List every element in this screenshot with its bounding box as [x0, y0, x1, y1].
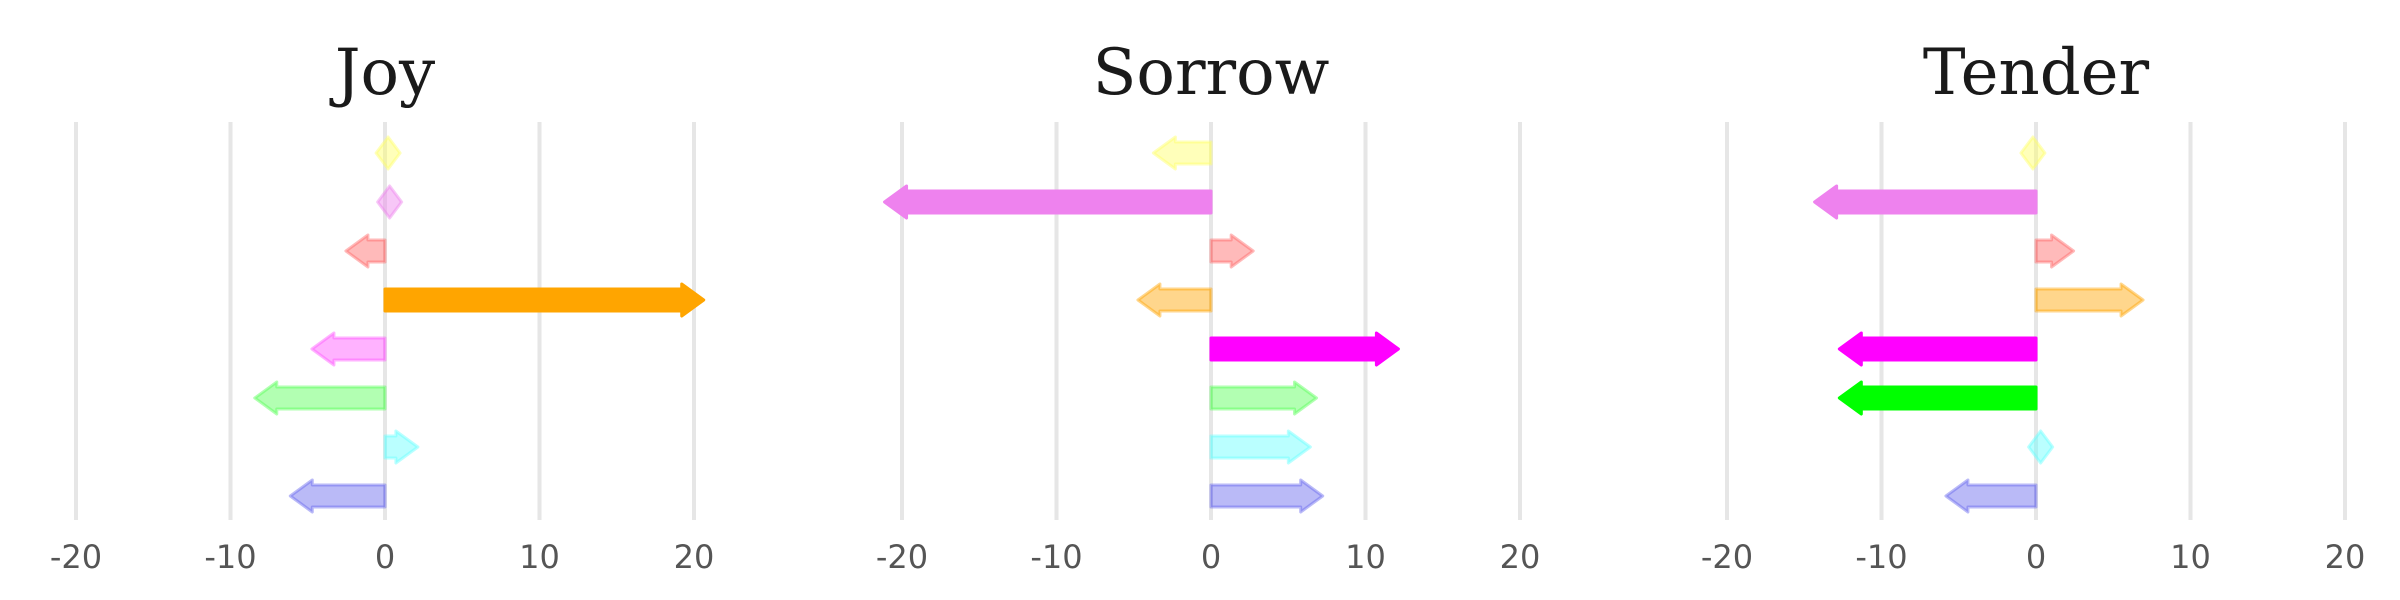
x-tick-label: -10	[1855, 538, 1907, 576]
arrow-bar	[310, 331, 387, 367]
arrow-bar	[2019, 135, 2047, 171]
x-tick-label: 20	[2325, 538, 2366, 576]
arrow-bar	[1151, 135, 1213, 171]
x-tick-label: -20	[1701, 538, 1753, 576]
arrow-bar	[883, 184, 1213, 220]
arrow-bar	[1813, 184, 2038, 220]
x-tick-label: 0	[1201, 538, 1221, 576]
arrow-bar	[383, 429, 420, 465]
arrow-bar	[1209, 331, 1400, 367]
arrow-bar	[288, 478, 387, 514]
arrow-bar	[1209, 478, 1325, 514]
arrow-bar	[344, 233, 387, 269]
arrow-bar	[2034, 282, 2145, 318]
x-tick-label: -10	[204, 538, 256, 576]
arrow-bar	[2034, 233, 2076, 269]
x-tick-label: 0	[375, 538, 395, 576]
arrow-bar	[1944, 478, 2038, 514]
x-tick-label: 20	[1500, 538, 1541, 576]
arrow-bar	[1136, 282, 1213, 318]
arrow-bar	[1209, 380, 1319, 416]
x-tick-label: 20	[674, 538, 715, 576]
arrow-bar	[1837, 331, 2038, 367]
arrow-bar	[1837, 380, 2038, 416]
chart-panel: Sorrow -20 -10 0 10 20	[876, 36, 1540, 576]
panel-title: Joy	[329, 36, 435, 110]
arrow-bar	[374, 135, 402, 171]
x-tick-label: 0	[2026, 538, 2046, 576]
chart-panel: Tender -20 -10 0 10 20	[1701, 36, 2365, 576]
x-tick-label: 10	[1345, 538, 1386, 576]
arrow-bar	[383, 282, 706, 318]
x-tick-label: 10	[2170, 538, 2211, 576]
panel-title: Tender	[1923, 36, 2150, 110]
x-tick-label: 10	[519, 538, 560, 576]
arrow-bar	[376, 184, 404, 220]
x-tick-label: -10	[1030, 538, 1082, 576]
arrow-bar	[2027, 429, 2055, 465]
x-tick-label: -20	[50, 538, 102, 576]
arrow-bar	[1209, 429, 1312, 465]
x-tick-label: -20	[876, 538, 928, 576]
chart-panel: Joy -20 -10 0 10 20	[50, 36, 714, 576]
panel-title: Sorrow	[1093, 36, 1330, 110]
arrow-bar	[1209, 233, 1255, 269]
arrow-bar	[253, 380, 387, 416]
